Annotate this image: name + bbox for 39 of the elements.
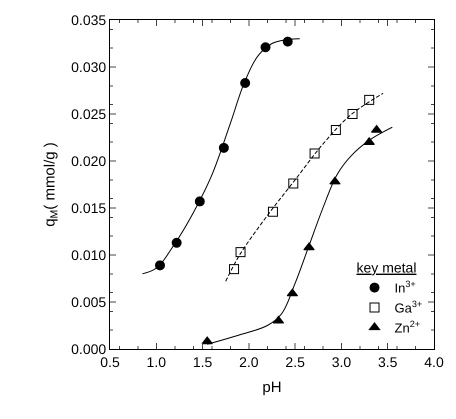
legend-label: Ga$^{3+}$	[394, 299, 422, 316]
y-tick-label: 0.035	[71, 12, 106, 28]
x-axis-title: pH	[262, 378, 282, 396]
y-tick-label: 0.025	[71, 106, 106, 122]
point	[310, 148, 320, 158]
point	[370, 124, 382, 133]
point	[330, 124, 341, 135]
x-tick-label: 2.5	[285, 354, 306, 370]
y-tick-label: 0.015	[71, 200, 106, 216]
point	[288, 178, 298, 189]
line-series	[142, 38, 300, 274]
point	[268, 206, 278, 217]
point	[303, 242, 315, 250]
point	[272, 316, 284, 324]
point	[218, 142, 229, 153]
point	[260, 42, 271, 52]
legend-label: Zn$^{2+}$	[394, 318, 420, 336]
x-tick-label: 1.0	[146, 354, 166, 370]
legend-title: key metal	[356, 260, 416, 276]
point	[202, 336, 213, 344]
point	[348, 109, 358, 119]
legend-label: In$^{3+}$	[394, 279, 416, 296]
y-tick-label: 0.005	[71, 294, 106, 310]
point	[282, 36, 293, 47]
x-tick-label: 1.5	[192, 354, 213, 370]
x-tick-label: 4.0	[424, 354, 444, 370]
y-tick-label: 0.030	[71, 58, 106, 75]
point	[194, 196, 205, 206]
point	[229, 264, 240, 274]
point	[172, 238, 182, 248]
point	[236, 247, 246, 258]
point	[240, 78, 250, 88]
y-tick-label: 0.020	[71, 152, 106, 169]
x-tick-label: 2.0	[239, 354, 259, 370]
x-tick-label: 3.5	[378, 354, 398, 370]
point	[364, 94, 374, 105]
x-tick-label: 3.0	[332, 354, 352, 370]
point	[154, 260, 165, 270]
y-tick-label: 0.010	[71, 246, 106, 263]
